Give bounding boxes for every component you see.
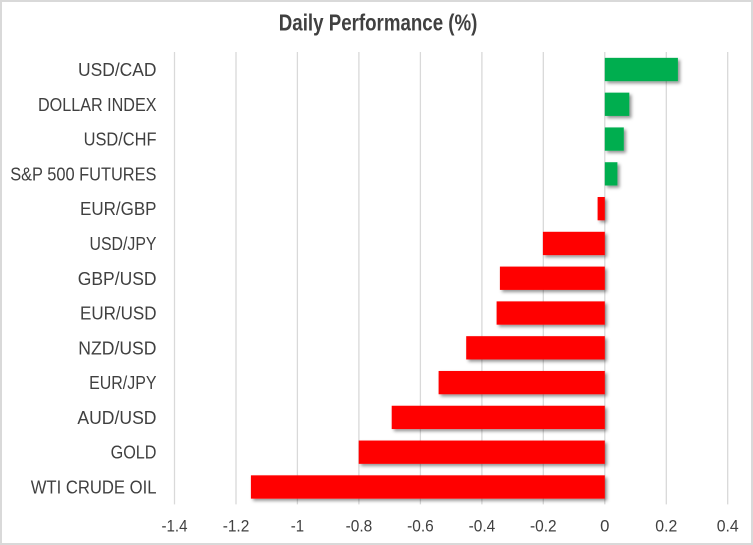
svg-text:GBP/USD: GBP/USD: [78, 269, 157, 290]
svg-text:S&P 500 FUTURES: S&P 500 FUTURES: [10, 164, 156, 185]
svg-text:USD/CAD: USD/CAD: [78, 60, 157, 81]
svg-text:0: 0: [600, 517, 609, 536]
svg-text:NZD/USD: NZD/USD: [78, 338, 156, 359]
svg-text:0.4: 0.4: [717, 517, 739, 536]
svg-text:-1.4: -1.4: [162, 517, 188, 536]
svg-text:0.2: 0.2: [655, 517, 677, 536]
svg-text:USD/CHF: USD/CHF: [84, 130, 157, 151]
svg-text:-0.8: -0.8: [346, 517, 373, 536]
svg-text:EUR/GBP: EUR/GBP: [80, 199, 157, 220]
svg-text:-0.2: -0.2: [530, 517, 557, 536]
svg-text:-0.4: -0.4: [469, 517, 496, 536]
svg-text:EUR/JPY: EUR/JPY: [89, 373, 157, 394]
svg-text:Daily Performance (%): Daily Performance (%): [279, 10, 478, 36]
svg-text:AUD/USD: AUD/USD: [77, 408, 156, 429]
svg-text:DOLLAR INDEX: DOLLAR INDEX: [38, 95, 157, 116]
svg-text:EUR/USD: EUR/USD: [80, 304, 157, 325]
svg-text:-1.2: -1.2: [223, 517, 250, 536]
svg-text:WTI CRUDE OIL: WTI CRUDE OIL: [31, 478, 157, 499]
svg-text:USD/JPY: USD/JPY: [90, 234, 157, 255]
svg-text:-0.6: -0.6: [407, 517, 434, 536]
svg-text:GOLD: GOLD: [111, 443, 157, 464]
svg-text:-1: -1: [291, 517, 304, 536]
